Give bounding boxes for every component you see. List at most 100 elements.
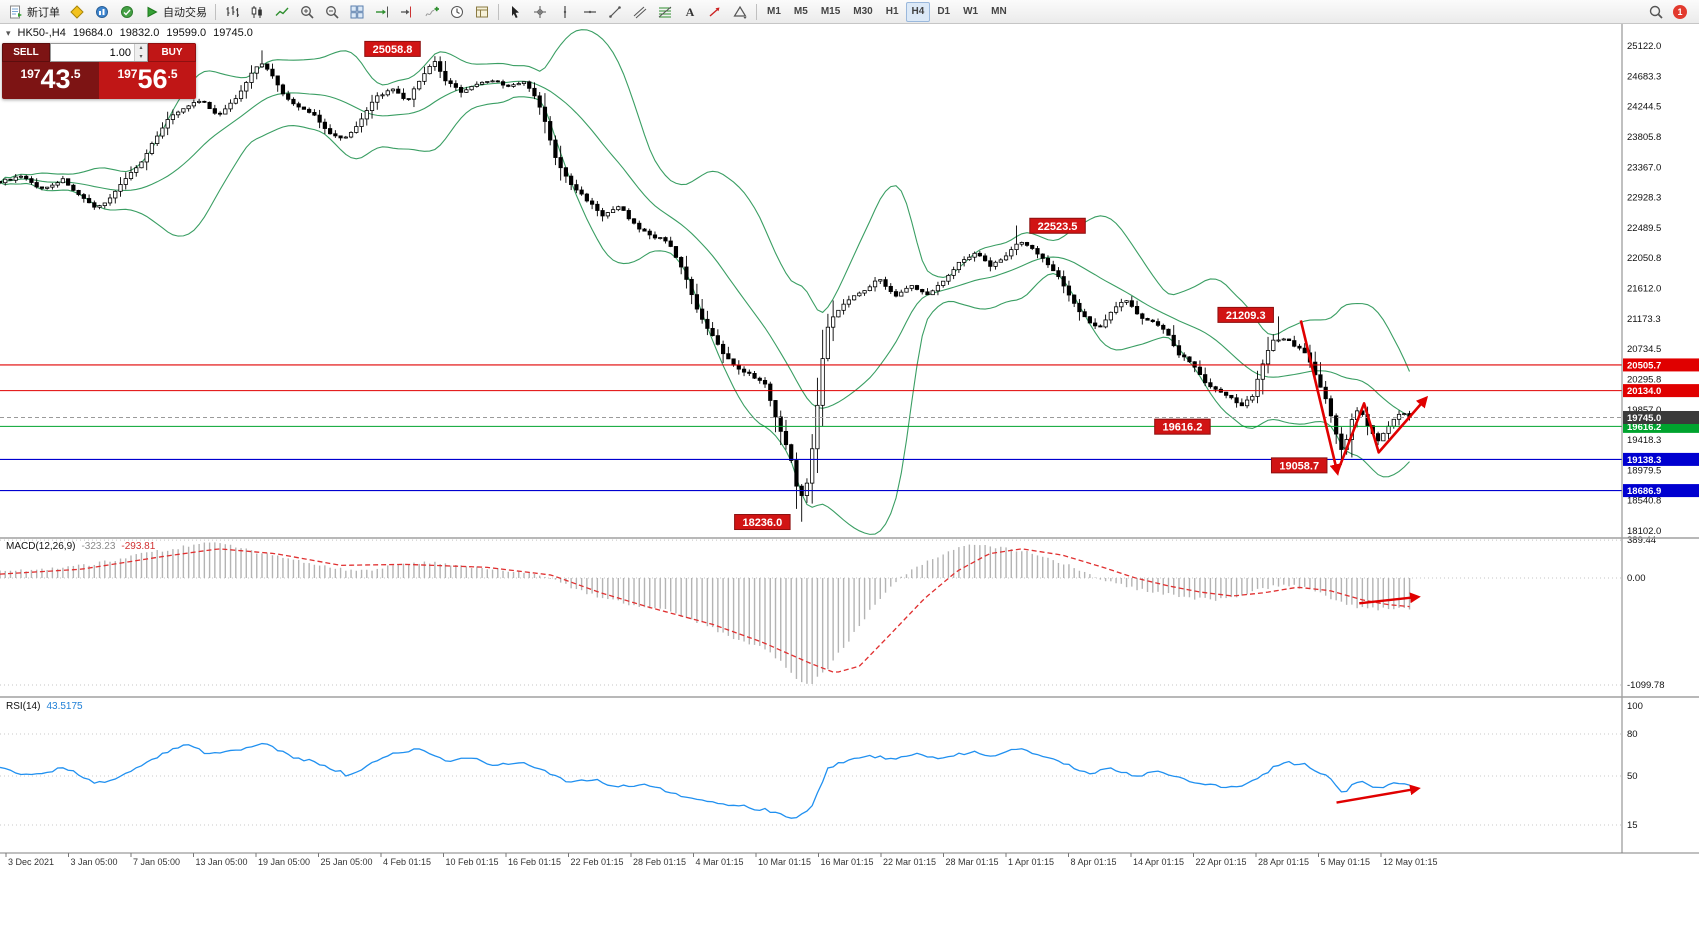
toolbar-separator	[215, 3, 216, 20]
trendline-icon	[607, 4, 623, 20]
svg-text:80: 80	[1627, 729, 1638, 740]
timeframe-h4-label: H4	[911, 6, 925, 17]
timeframe-mn[interactable]: MN	[985, 2, 1013, 22]
timeframe-m30-label: M30	[853, 6, 873, 17]
sell-button[interactable]: SELL	[2, 43, 50, 62]
macd-name: MACD(12,26,9)	[6, 541, 76, 552]
tool-autotrade[interactable]: 自动交易	[140, 2, 211, 22]
one-click-toggle-icon[interactable]: ▾	[6, 27, 11, 38]
timeframe-m5-label: M5	[793, 6, 808, 17]
svg-text:21612.0: 21612.0	[1627, 284, 1661, 295]
tool-chart-bars[interactable]	[220, 2, 244, 22]
svg-text:19616.2: 19616.2	[1163, 422, 1203, 434]
tool-templates[interactable]	[470, 2, 494, 22]
sell-price[interactable]: 197 43.5	[2, 62, 99, 99]
tool-text[interactable]: A	[678, 2, 702, 22]
svg-text:28 Feb 01:15: 28 Feb 01:15	[633, 857, 686, 867]
sell-price-pips: 43	[40, 64, 71, 94]
tool-channel[interactable]	[628, 2, 652, 22]
svg-text:19058.7: 19058.7	[1279, 460, 1319, 472]
svg-text:21173.3: 21173.3	[1627, 314, 1661, 325]
volume-increase-button[interactable]: ▴	[139, 45, 143, 51]
tool-chart-shift[interactable]	[395, 2, 419, 22]
toolbar-search[interactable]	[1644, 2, 1668, 22]
tool-market[interactable]	[90, 2, 114, 22]
vertical-line-icon	[557, 4, 573, 20]
timeframe-h4[interactable]: H4	[905, 1, 931, 22]
templates-icon	[474, 4, 490, 20]
fibonacci-icon	[657, 4, 673, 20]
notifications-badge[interactable]: 1	[1673, 4, 1687, 19]
svg-text:389.44: 389.44	[1627, 535, 1656, 546]
tool-tile-windows[interactable]	[345, 2, 369, 22]
ohlc-close: 19745.0	[213, 27, 253, 39]
tool-chart-line[interactable]	[270, 2, 294, 22]
timeframe-m5[interactable]: M5	[788, 2, 814, 22]
svg-text:24683.3: 24683.3	[1627, 71, 1661, 82]
sell-price-prefix: 197	[20, 67, 41, 81]
timeframe-m1[interactable]: M1	[761, 2, 787, 22]
tool-vertical-line[interactable]	[553, 2, 577, 22]
svg-text:20134.0: 20134.0	[1627, 386, 1661, 397]
indicators-icon	[424, 4, 440, 20]
rsi-panel[interactable]	[0, 733, 1622, 826]
tool-periods[interactable]	[445, 2, 469, 22]
toolbar-separator	[756, 3, 757, 20]
price-axis[interactable]: 25122.0 24683.3 24244.5 23805.8 23367.0 22928…	[1621, 24, 1699, 853]
tool-zoom-in[interactable]	[295, 2, 319, 22]
tool-signals[interactable]	[115, 2, 139, 22]
svg-text:3 Dec 2021: 3 Dec 2021	[8, 857, 54, 867]
svg-text:A: A	[686, 5, 695, 19]
chart-symbol: HK50-,H4	[17, 27, 66, 39]
tool-fibonacci[interactable]	[653, 2, 677, 22]
tool-trendline[interactable]	[603, 2, 627, 22]
volume-spinner: ▴ ▾	[134, 44, 147, 61]
tool-crosshair[interactable]	[528, 2, 552, 22]
tool-arrows-tool[interactable]	[703, 2, 727, 22]
tool-auto-scroll[interactable]	[370, 2, 394, 22]
buy-button[interactable]: BUY	[148, 43, 196, 62]
tool-chart-candles[interactable]	[245, 2, 269, 22]
crosshair-icon	[532, 4, 548, 20]
rsi-pane-divider[interactable]	[0, 695, 1699, 699]
svg-text:-1099.78: -1099.78	[1627, 680, 1665, 691]
svg-text:20295.8: 20295.8	[1627, 374, 1661, 385]
timeframe-w1[interactable]: W1	[957, 2, 984, 22]
tool-zoom-out[interactable]	[320, 2, 344, 22]
chart-area[interactable]: 25058.8 22523.5 21209.3 19616.2 19058.7 18236…	[0, 24, 1699, 942]
tool-cursor[interactable]	[503, 2, 527, 22]
volume-input[interactable]	[51, 44, 134, 61]
tool-indicators[interactable]	[420, 2, 444, 22]
svg-text:0.00: 0.00	[1627, 573, 1646, 584]
svg-text:100: 100	[1627, 701, 1643, 712]
svg-text:22 Mar 01:15: 22 Mar 01:15	[883, 857, 936, 867]
svg-text:16 Feb 01:15: 16 Feb 01:15	[508, 857, 561, 867]
chart-line-icon	[274, 4, 290, 20]
svg-text:28 Mar 01:15: 28 Mar 01:15	[946, 857, 999, 867]
svg-text:8 Apr 01:15: 8 Apr 01:15	[1071, 857, 1117, 867]
tool-shapes[interactable]	[728, 2, 752, 22]
tool-metaeditor[interactable]	[65, 2, 89, 22]
text-icon: A	[682, 4, 698, 20]
timeframe-w1-label: W1	[963, 6, 979, 17]
tool-horizontal-line[interactable]	[578, 2, 602, 22]
buy-price[interactable]: 197 56.5	[99, 62, 196, 99]
rsi-name: RSI(14)	[6, 701, 41, 712]
timeframe-m30[interactable]: M30	[847, 2, 878, 22]
macd-panel[interactable]	[0, 539, 1622, 686]
tool-new-order[interactable]: 新订单	[4, 2, 64, 22]
timeframe-m15[interactable]: M15	[815, 2, 846, 22]
rsi-label: RSI(14) 43.5175	[6, 701, 83, 712]
svg-text:15: 15	[1627, 820, 1638, 831]
chart-bars-icon	[224, 4, 240, 20]
timeframe-h1[interactable]: H1	[880, 2, 905, 22]
volume-decrease-button[interactable]: ▾	[139, 53, 143, 60]
timeframe-d1[interactable]: D1	[931, 2, 956, 22]
timeframe-h1-label: H1	[885, 6, 899, 17]
time-axis[interactable]: 3 Dec 2021 3 Jan 05:00 7 Jan 05:00 13 Jan 0…	[0, 852, 1699, 867]
svg-text:18236.0: 18236.0	[742, 517, 782, 529]
macd-pane-divider[interactable]	[0, 536, 1699, 540]
channel-icon	[632, 4, 648, 20]
svg-text:25122.0: 25122.0	[1627, 41, 1661, 52]
ohlc-high: 19832.0	[119, 27, 160, 39]
